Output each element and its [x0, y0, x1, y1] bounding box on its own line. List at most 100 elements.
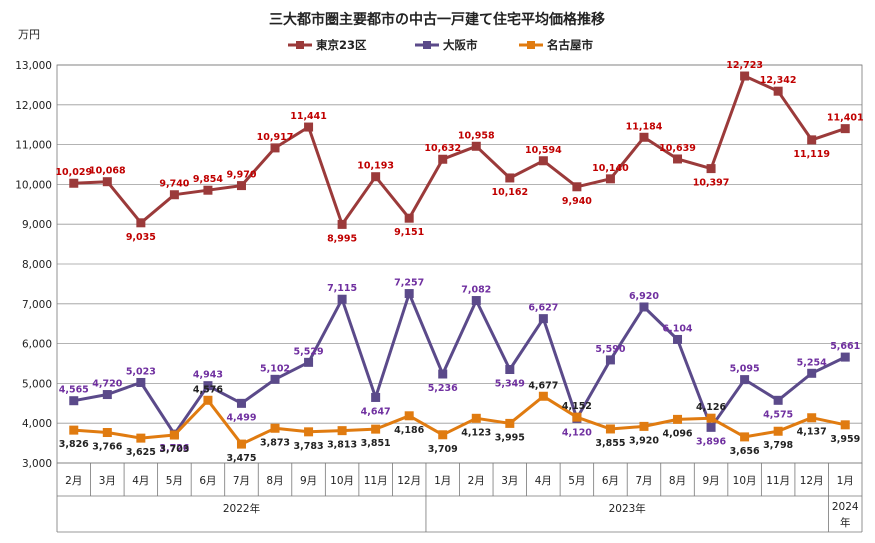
- data-label: 3,995: [495, 432, 525, 443]
- data-label: 3,726: [159, 443, 189, 454]
- y-tick-label: 10,000: [15, 179, 52, 191]
- data-label: 3,896: [696, 436, 726, 447]
- data-label: 5,529: [294, 346, 324, 357]
- data-point: [807, 368, 817, 378]
- data-point: [236, 398, 246, 408]
- data-point: [102, 390, 112, 400]
- data-label: 11,441: [290, 111, 327, 122]
- data-label: 11,401: [827, 113, 864, 124]
- data-point: [136, 218, 146, 228]
- data-label: 3,920: [629, 435, 659, 446]
- data-label: 3,475: [226, 453, 256, 464]
- data-label: 4,126: [696, 402, 726, 413]
- data-point: [706, 413, 716, 423]
- data-label: 10,917: [257, 132, 294, 143]
- data-point: [773, 86, 783, 96]
- data-label: 11,119: [793, 149, 830, 160]
- data-point: [505, 365, 515, 375]
- data-label: 12,342: [760, 75, 797, 86]
- data-point: [136, 433, 146, 443]
- x-tick-label: 6月: [199, 475, 216, 487]
- series-layer: [69, 71, 850, 449]
- x-tick-label: 4月: [132, 475, 149, 487]
- data-label: 5,349: [495, 379, 525, 390]
- data-label: 3,826: [59, 439, 89, 450]
- data-label: 3,855: [595, 438, 625, 449]
- legend: 東京23区 大阪市 名古屋市: [288, 38, 593, 52]
- series-line: [73, 74, 846, 226]
- data-point: [69, 425, 79, 435]
- legend-marker: [423, 41, 431, 49]
- data-label: 10,632: [424, 143, 461, 154]
- data-label: 9,035: [126, 232, 156, 243]
- y-tick-label: 8,000: [22, 259, 52, 271]
- x-tick-label: 1月: [434, 475, 451, 487]
- data-label: 4,096: [662, 428, 692, 439]
- data-point: [605, 424, 615, 434]
- data-label: 10,594: [525, 145, 562, 156]
- year-group-label: 2024: [832, 501, 859, 513]
- y-tick-label: 7,000: [22, 299, 52, 311]
- data-point: [538, 391, 548, 401]
- data-point: [203, 381, 213, 391]
- data-label: 3,813: [327, 440, 357, 451]
- data-point: [639, 132, 649, 142]
- x-tick-label: 6月: [602, 475, 619, 487]
- x-tick-label: 12月: [800, 475, 824, 487]
- legend-label: 名古屋市: [547, 38, 593, 52]
- data-label: 9,940: [562, 196, 592, 207]
- data-label: 4,720: [92, 379, 122, 390]
- data-label: 3,851: [361, 438, 391, 449]
- data-label: 5,023: [126, 366, 156, 377]
- x-tick-label: 10月: [733, 475, 757, 487]
- data-point: [807, 135, 817, 145]
- data-point: [203, 185, 213, 195]
- x-tick-label: 5月: [568, 475, 585, 487]
- data-point: [673, 154, 683, 164]
- data-point: [471, 296, 481, 306]
- data-label: 10,029: [55, 167, 92, 178]
- data-point: [673, 334, 683, 344]
- data-point: [236, 181, 246, 191]
- data-point: [404, 213, 414, 223]
- data-point: [505, 418, 515, 428]
- x-tick-label: 12月: [397, 475, 421, 487]
- data-point: [304, 427, 314, 437]
- data-point: [740, 71, 750, 81]
- data-label: 5,661: [830, 341, 860, 352]
- chart-title: 三大都市圏主要都市の中古一戸建て住宅平均価格推移: [269, 11, 605, 28]
- data-label: 3,625: [126, 447, 156, 458]
- data-label: 10,958: [458, 130, 495, 141]
- y-tick-label: 12,000: [15, 100, 52, 112]
- data-label: 3,873: [260, 437, 290, 448]
- data-label: 9,970: [226, 170, 256, 181]
- data-label: 4,943: [193, 370, 223, 381]
- y-tick-label: 6,000: [22, 339, 52, 351]
- data-point: [371, 392, 381, 402]
- data-point: [773, 395, 783, 405]
- x-tick-label: 7月: [233, 475, 250, 487]
- data-point: [169, 430, 179, 440]
- data-point: [270, 423, 280, 433]
- series-line: [73, 394, 846, 446]
- data-label: 4,677: [528, 380, 558, 391]
- data-label: 4,137: [797, 427, 827, 438]
- data-label: 3,959: [830, 434, 860, 445]
- data-point: [371, 172, 381, 182]
- data-point: [538, 314, 548, 324]
- x-tick-label: 8月: [669, 475, 686, 487]
- data-label: 5,254: [797, 357, 827, 368]
- data-point: [840, 420, 850, 430]
- legend-label: 大阪市: [443, 38, 478, 52]
- data-point: [404, 289, 414, 299]
- x-axis-table: 2月 3月 4月 5月 6月 7月 8月 9月 10月 11月 12月 1月 2月 3月 4月 5月 6月 7月 8…: [56, 463, 863, 533]
- data-label: 3,766: [92, 442, 122, 453]
- data-point: [337, 294, 347, 304]
- data-point: [337, 219, 347, 229]
- year-group-label: 2022年: [223, 502, 260, 515]
- data-point: [203, 395, 213, 405]
- data-point: [270, 374, 280, 384]
- data-point: [706, 164, 716, 174]
